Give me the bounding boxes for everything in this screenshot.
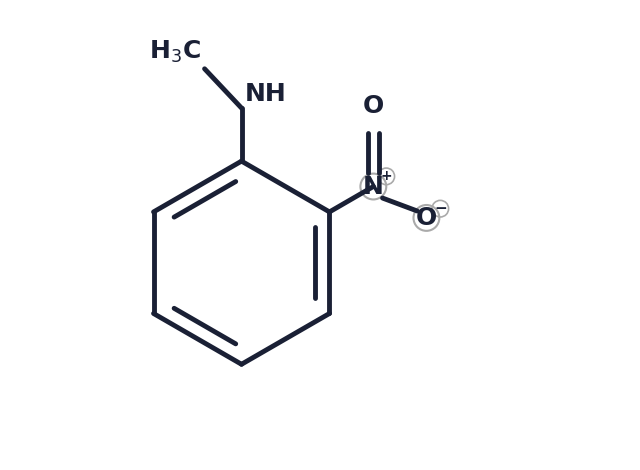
Text: O: O: [416, 206, 437, 230]
Text: NH: NH: [245, 82, 287, 106]
Text: H$_3$C: H$_3$C: [149, 39, 201, 65]
Text: N: N: [363, 174, 384, 198]
Text: O: O: [363, 94, 384, 118]
Text: −: −: [434, 201, 447, 216]
Text: +: +: [380, 169, 392, 183]
